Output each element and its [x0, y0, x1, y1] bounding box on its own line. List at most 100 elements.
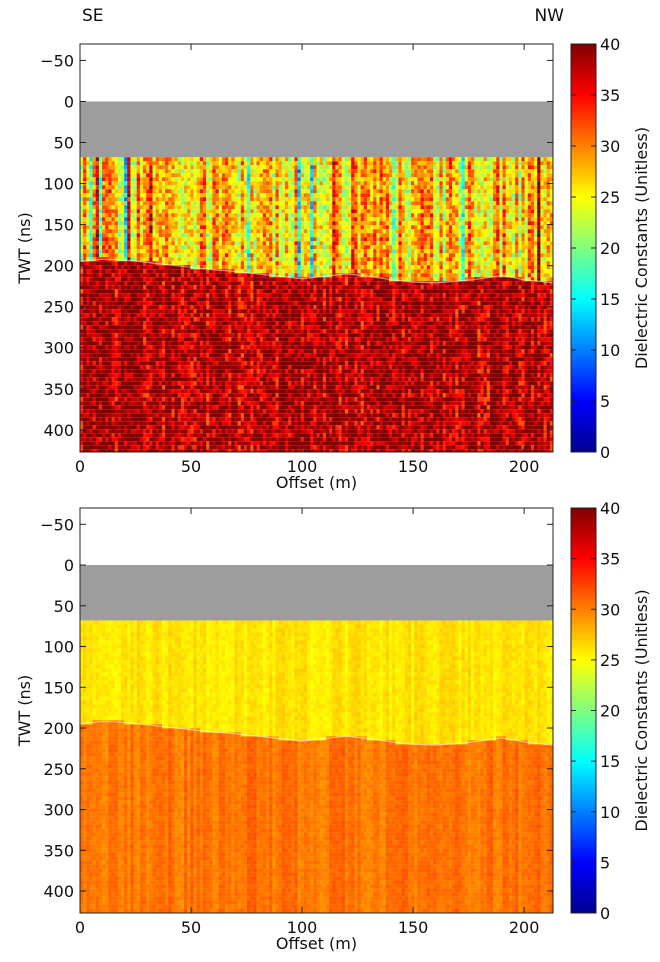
heatmap-cell	[259, 433, 264, 438]
heatmap-cell	[139, 317, 144, 322]
heatmap-cell	[161, 333, 166, 338]
heatmap-cell	[225, 437, 229, 442]
heatmap-cell	[281, 209, 286, 214]
heatmap-cell	[187, 305, 191, 310]
heatmap-cell	[190, 369, 194, 374]
heatmap-cell	[199, 301, 204, 306]
heatmap-cell	[266, 401, 270, 406]
heatmap-cell	[281, 341, 286, 346]
heatmap-cell	[174, 349, 179, 354]
heatmap-cell	[206, 177, 210, 182]
heatmap-cell	[89, 325, 94, 330]
heatmap-cell	[89, 297, 94, 302]
heatmap-cell	[108, 357, 112, 362]
heatmap-cell	[161, 289, 166, 294]
heatmap-cell	[180, 185, 185, 190]
heatmap-cell	[124, 193, 128, 198]
heatmap-cell	[158, 409, 163, 414]
heatmap-cell	[231, 273, 235, 278]
heatmap-cell	[269, 317, 273, 322]
heatmap-cell	[136, 297, 141, 302]
heatmap-cell	[184, 429, 188, 434]
heatmap-cell	[174, 385, 179, 390]
heatmap-cell	[187, 405, 191, 410]
heatmap-cell	[143, 405, 147, 410]
heatmap-cell	[146, 237, 150, 242]
heatmap-cell	[152, 441, 157, 446]
heatmap-cell	[234, 441, 239, 446]
heatmap-cell	[120, 293, 125, 298]
heatmap-cell	[89, 229, 94, 234]
heatmap-cell	[199, 225, 204, 230]
heatmap-cell	[136, 401, 141, 406]
heatmap-cell	[256, 193, 261, 198]
heatmap-cell	[288, 233, 292, 238]
heatmap-cell	[92, 381, 97, 386]
heatmap-cell	[278, 317, 283, 322]
heatmap-cell	[155, 341, 160, 346]
heatmap-cell	[281, 289, 286, 294]
heatmap-cell	[234, 365, 239, 370]
heatmap-cell	[139, 333, 144, 338]
heatmap-cell	[149, 273, 153, 278]
heatmap-cell	[139, 329, 144, 334]
heatmap-cell	[234, 405, 239, 410]
heatmap-cell	[80, 197, 84, 202]
heatmap-cell	[92, 225, 97, 230]
heatmap-cell	[80, 337, 84, 342]
heatmap-cell	[171, 253, 175, 258]
heatmap-cell	[228, 161, 232, 166]
heatmap-cell	[196, 361, 201, 366]
heatmap-cell	[225, 209, 229, 214]
heatmap-cell	[243, 181, 248, 186]
heatmap-cell	[209, 229, 213, 234]
heatmap-cell	[278, 413, 283, 418]
heatmap-cell	[250, 261, 254, 266]
heatmap-cell	[243, 249, 248, 254]
heatmap-cell	[111, 205, 116, 210]
heatmap-cell	[143, 373, 147, 378]
heatmap-cell	[262, 365, 267, 370]
heatmap-cell	[108, 385, 112, 390]
heatmap-cell	[202, 429, 207, 434]
heatmap-cell	[146, 205, 150, 210]
heatmap-cell	[98, 157, 103, 162]
heatmap-cell	[253, 257, 257, 262]
heatmap-cell	[225, 337, 229, 342]
heatmap-cell	[139, 253, 144, 258]
heatmap-cell	[127, 165, 131, 170]
heatmap-cell	[127, 321, 131, 326]
heatmap-cell	[117, 321, 122, 326]
heatmap-cell	[269, 349, 273, 354]
heatmap-cell	[158, 193, 163, 198]
heatmap-cell	[108, 333, 112, 338]
heatmap-cell	[247, 313, 251, 318]
heatmap-cell	[111, 285, 116, 290]
heatmap-cell	[117, 329, 122, 334]
heatmap-cell	[281, 205, 286, 210]
heatmap-cell	[225, 301, 229, 306]
heatmap-cell	[250, 393, 254, 398]
heatmap-cell	[130, 357, 134, 362]
heatmap-cell	[89, 205, 94, 210]
heatmap-cell	[253, 425, 257, 430]
heatmap-cell	[124, 201, 128, 206]
heatmap-cell	[108, 397, 112, 402]
heatmap-cell	[168, 373, 172, 378]
heatmap-cell	[187, 157, 191, 162]
heatmap-cell	[269, 405, 273, 410]
heatmap-cell	[124, 397, 128, 402]
heatmap-cell	[237, 413, 242, 418]
heatmap-cell	[168, 273, 172, 278]
heatmap-cell	[180, 173, 185, 178]
heatmap-cell	[108, 389, 112, 394]
heatmap-cell	[199, 221, 204, 226]
heatmap-cell	[168, 357, 172, 362]
heatmap-cell	[234, 173, 239, 178]
heatmap-cell	[262, 409, 267, 414]
heatmap-cell	[228, 173, 232, 178]
heatmap-cell	[250, 237, 254, 242]
heatmap-cell	[120, 273, 125, 278]
heatmap-cell	[281, 165, 286, 170]
heatmap-cell	[180, 329, 185, 334]
